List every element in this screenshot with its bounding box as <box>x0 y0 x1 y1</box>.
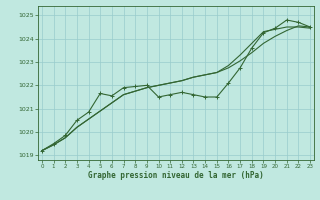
X-axis label: Graphe pression niveau de la mer (hPa): Graphe pression niveau de la mer (hPa) <box>88 171 264 180</box>
